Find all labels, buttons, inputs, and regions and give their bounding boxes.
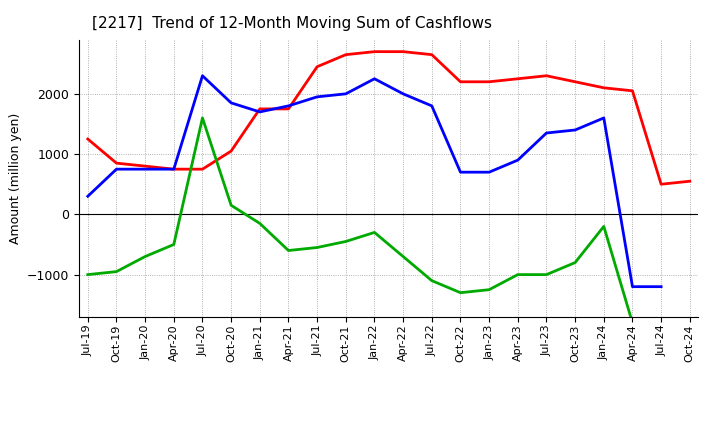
Text: [2217]  Trend of 12-Month Moving Sum of Cashflows: [2217] Trend of 12-Month Moving Sum of C… xyxy=(91,16,492,32)
Operating Cashflow xyxy=(600,85,608,91)
Investing Cashflow xyxy=(169,242,178,247)
Free Cashflow xyxy=(571,127,580,132)
Free Cashflow xyxy=(198,73,207,78)
Line: Operating Cashflow: Operating Cashflow xyxy=(88,51,690,184)
Operating Cashflow xyxy=(456,79,465,84)
Investing Cashflow xyxy=(513,272,522,277)
Investing Cashflow xyxy=(571,260,580,265)
Operating Cashflow xyxy=(657,182,665,187)
Operating Cashflow xyxy=(284,106,293,111)
Free Cashflow xyxy=(513,158,522,163)
Free Cashflow xyxy=(542,130,551,136)
Free Cashflow xyxy=(169,166,178,172)
Line: Free Cashflow: Free Cashflow xyxy=(88,76,661,287)
Investing Cashflow xyxy=(198,115,207,121)
Investing Cashflow xyxy=(399,254,408,259)
Free Cashflow xyxy=(256,109,264,114)
Operating Cashflow xyxy=(141,164,150,169)
Operating Cashflow xyxy=(198,166,207,172)
Operating Cashflow xyxy=(428,52,436,57)
Free Cashflow xyxy=(370,76,379,81)
Operating Cashflow xyxy=(513,76,522,81)
Investing Cashflow xyxy=(428,278,436,283)
Investing Cashflow xyxy=(657,326,665,331)
Investing Cashflow xyxy=(84,272,92,277)
Free Cashflow xyxy=(341,91,350,96)
Operating Cashflow xyxy=(227,148,235,154)
Operating Cashflow xyxy=(256,106,264,111)
Free Cashflow xyxy=(485,169,493,175)
Free Cashflow xyxy=(141,166,150,172)
Operating Cashflow xyxy=(542,73,551,78)
Operating Cashflow xyxy=(84,136,92,142)
Y-axis label: Amount (million yen): Amount (million yen) xyxy=(9,113,22,244)
Operating Cashflow xyxy=(571,79,580,84)
Investing Cashflow xyxy=(227,203,235,208)
Operating Cashflow xyxy=(112,161,121,166)
Operating Cashflow xyxy=(312,64,321,70)
Free Cashflow xyxy=(227,100,235,106)
Free Cashflow xyxy=(628,284,636,290)
Free Cashflow xyxy=(284,103,293,109)
Free Cashflow xyxy=(312,94,321,99)
Investing Cashflow xyxy=(256,221,264,226)
Free Cashflow xyxy=(657,284,665,290)
Investing Cashflow xyxy=(312,245,321,250)
Investing Cashflow xyxy=(485,287,493,292)
Free Cashflow xyxy=(428,103,436,109)
Free Cashflow xyxy=(112,166,121,172)
Line: Investing Cashflow: Investing Cashflow xyxy=(88,118,661,329)
Investing Cashflow xyxy=(628,320,636,326)
Operating Cashflow xyxy=(685,179,694,184)
Investing Cashflow xyxy=(456,290,465,295)
Investing Cashflow xyxy=(341,239,350,244)
Free Cashflow xyxy=(84,194,92,199)
Free Cashflow xyxy=(600,115,608,121)
Investing Cashflow xyxy=(141,254,150,259)
Free Cashflow xyxy=(456,169,465,175)
Operating Cashflow xyxy=(341,52,350,57)
Investing Cashflow xyxy=(542,272,551,277)
Investing Cashflow xyxy=(284,248,293,253)
Investing Cashflow xyxy=(112,269,121,274)
Free Cashflow xyxy=(399,91,408,96)
Operating Cashflow xyxy=(370,49,379,54)
Investing Cashflow xyxy=(370,230,379,235)
Operating Cashflow xyxy=(485,79,493,84)
Investing Cashflow xyxy=(600,224,608,229)
Operating Cashflow xyxy=(628,88,636,93)
Operating Cashflow xyxy=(399,49,408,54)
Operating Cashflow xyxy=(169,166,178,172)
